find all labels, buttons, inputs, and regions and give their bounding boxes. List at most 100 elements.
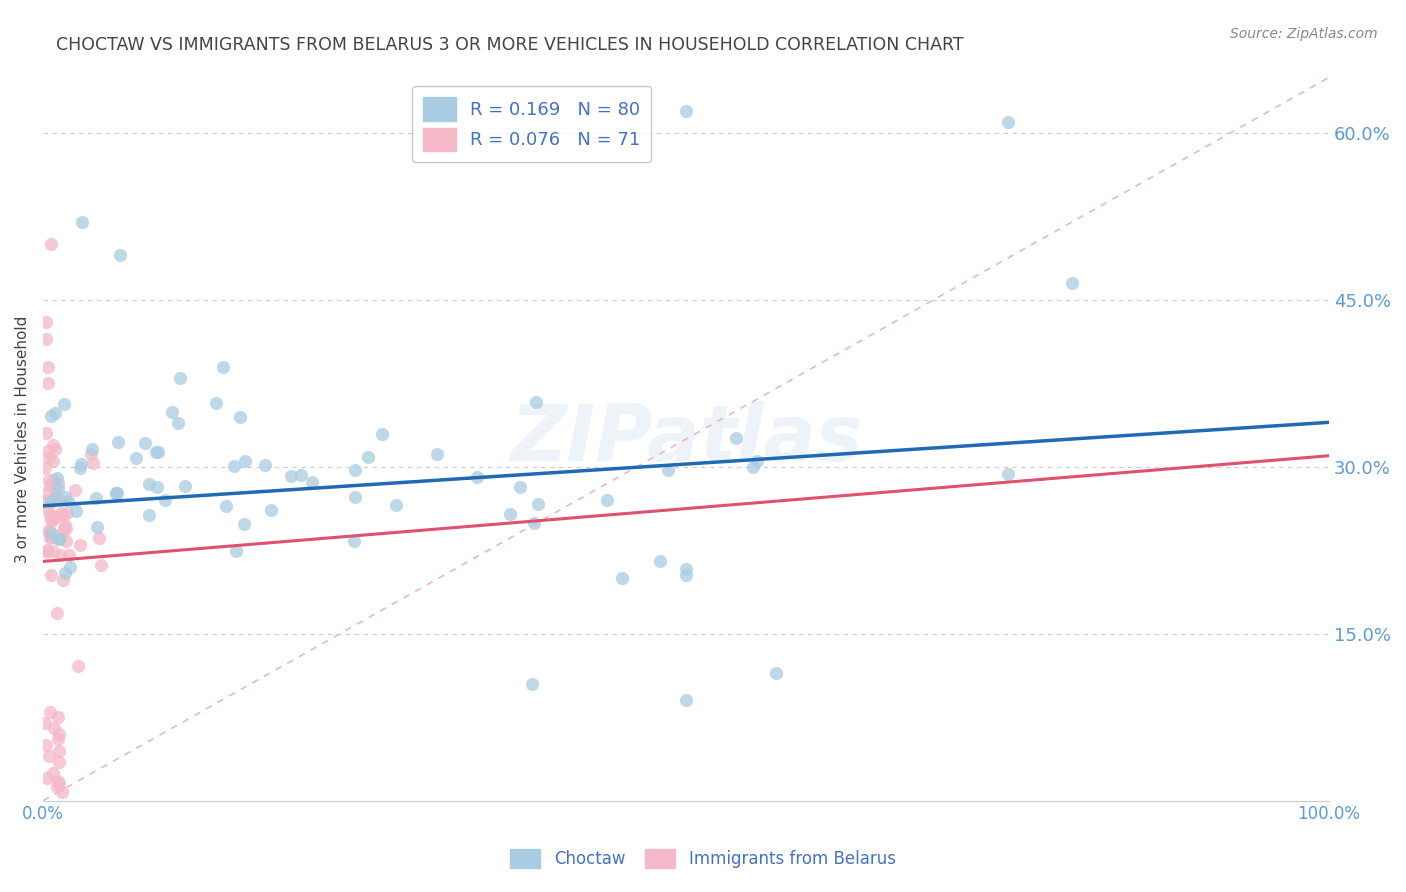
Point	[55, 534, 77, 549]
Point	[233, 454, 256, 468]
Point	[742, 459, 765, 474]
Point	[371, 427, 394, 442]
Point	[174, 479, 197, 493]
Point	[675, 693, 697, 707]
Point	[290, 467, 312, 482]
Point	[650, 554, 672, 568]
Point	[229, 409, 252, 424]
Point	[38, 531, 60, 545]
Point	[42, 721, 65, 735]
Point	[39, 568, 62, 582]
Point	[125, 450, 148, 465]
Point	[42, 544, 65, 558]
Point	[52, 573, 75, 587]
Point	[46, 471, 69, 485]
Point	[39, 508, 62, 523]
Point	[37, 772, 59, 786]
Point	[205, 396, 228, 410]
Point	[46, 475, 69, 490]
Point	[596, 493, 619, 508]
Point	[48, 533, 70, 547]
Point	[35, 332, 58, 346]
Point	[343, 534, 366, 549]
Point	[35, 486, 58, 500]
Point	[35, 545, 58, 559]
Point	[44, 442, 66, 456]
Point	[145, 445, 167, 459]
Point	[52, 397, 75, 411]
Point	[51, 785, 73, 799]
Point	[42, 509, 65, 524]
Point	[212, 359, 235, 374]
Point	[37, 443, 59, 458]
Point	[39, 495, 62, 509]
Point	[37, 524, 59, 538]
Point	[344, 462, 367, 476]
Point	[675, 562, 697, 576]
Point	[53, 566, 76, 580]
Point	[89, 531, 111, 545]
Point	[46, 773, 69, 788]
Point	[53, 518, 76, 533]
Point	[997, 115, 1019, 129]
Point	[997, 467, 1019, 481]
Point	[343, 490, 366, 504]
Point	[69, 457, 91, 471]
Point	[169, 371, 191, 385]
Point	[1060, 277, 1083, 291]
Point	[46, 732, 69, 747]
Point	[48, 532, 70, 546]
Point	[148, 445, 170, 459]
Point	[55, 521, 77, 535]
Point	[48, 727, 70, 741]
Point	[34, 493, 56, 508]
Point	[35, 542, 58, 557]
Point	[39, 479, 62, 493]
Point	[38, 451, 60, 466]
Point	[675, 567, 697, 582]
Point	[215, 499, 238, 513]
Point	[105, 485, 128, 500]
Point	[42, 765, 65, 780]
Point	[69, 538, 91, 552]
Point	[233, 516, 256, 531]
Point	[56, 506, 79, 520]
Legend: R = 0.169   N = 80, R = 0.076   N = 71: R = 0.169 N = 80, R = 0.076 N = 71	[412, 87, 651, 161]
Point	[49, 493, 72, 508]
Point	[37, 376, 59, 391]
Point	[260, 503, 283, 517]
Point	[69, 461, 91, 475]
Point	[167, 416, 190, 430]
Point	[80, 447, 103, 461]
Point	[82, 442, 104, 457]
Point	[499, 507, 522, 521]
Y-axis label: 3 or more Vehicles in Household: 3 or more Vehicles in Household	[15, 316, 30, 563]
Point	[104, 485, 127, 500]
Point	[254, 458, 277, 473]
Point	[84, 491, 107, 505]
Point	[38, 473, 60, 487]
Point	[384, 498, 406, 512]
Text: CHOCTAW VS IMMIGRANTS FROM BELARUS 3 OR MORE VEHICLES IN HOUSEHOLD CORRELATION C: CHOCTAW VS IMMIGRANTS FROM BELARUS 3 OR …	[56, 36, 965, 54]
Point	[657, 463, 679, 477]
Point	[42, 492, 65, 507]
Point	[675, 103, 697, 118]
Text: ZIPatlas: ZIPatlas	[510, 401, 862, 477]
Point	[38, 705, 60, 719]
Point	[67, 659, 90, 673]
Point	[45, 510, 67, 524]
Point	[44, 491, 66, 505]
Point	[765, 665, 787, 680]
Point	[280, 469, 302, 483]
Point	[48, 755, 70, 769]
Point	[520, 677, 543, 691]
Point	[65, 504, 87, 518]
Point	[41, 513, 63, 527]
Point	[138, 508, 160, 522]
Legend: Choctaw, Immigrants from Belarus: Choctaw, Immigrants from Belarus	[503, 842, 903, 875]
Point	[222, 458, 245, 473]
Text: Source: ZipAtlas.com: Source: ZipAtlas.com	[1230, 27, 1378, 41]
Point	[38, 524, 60, 538]
Point	[153, 492, 176, 507]
Point	[524, 395, 547, 409]
